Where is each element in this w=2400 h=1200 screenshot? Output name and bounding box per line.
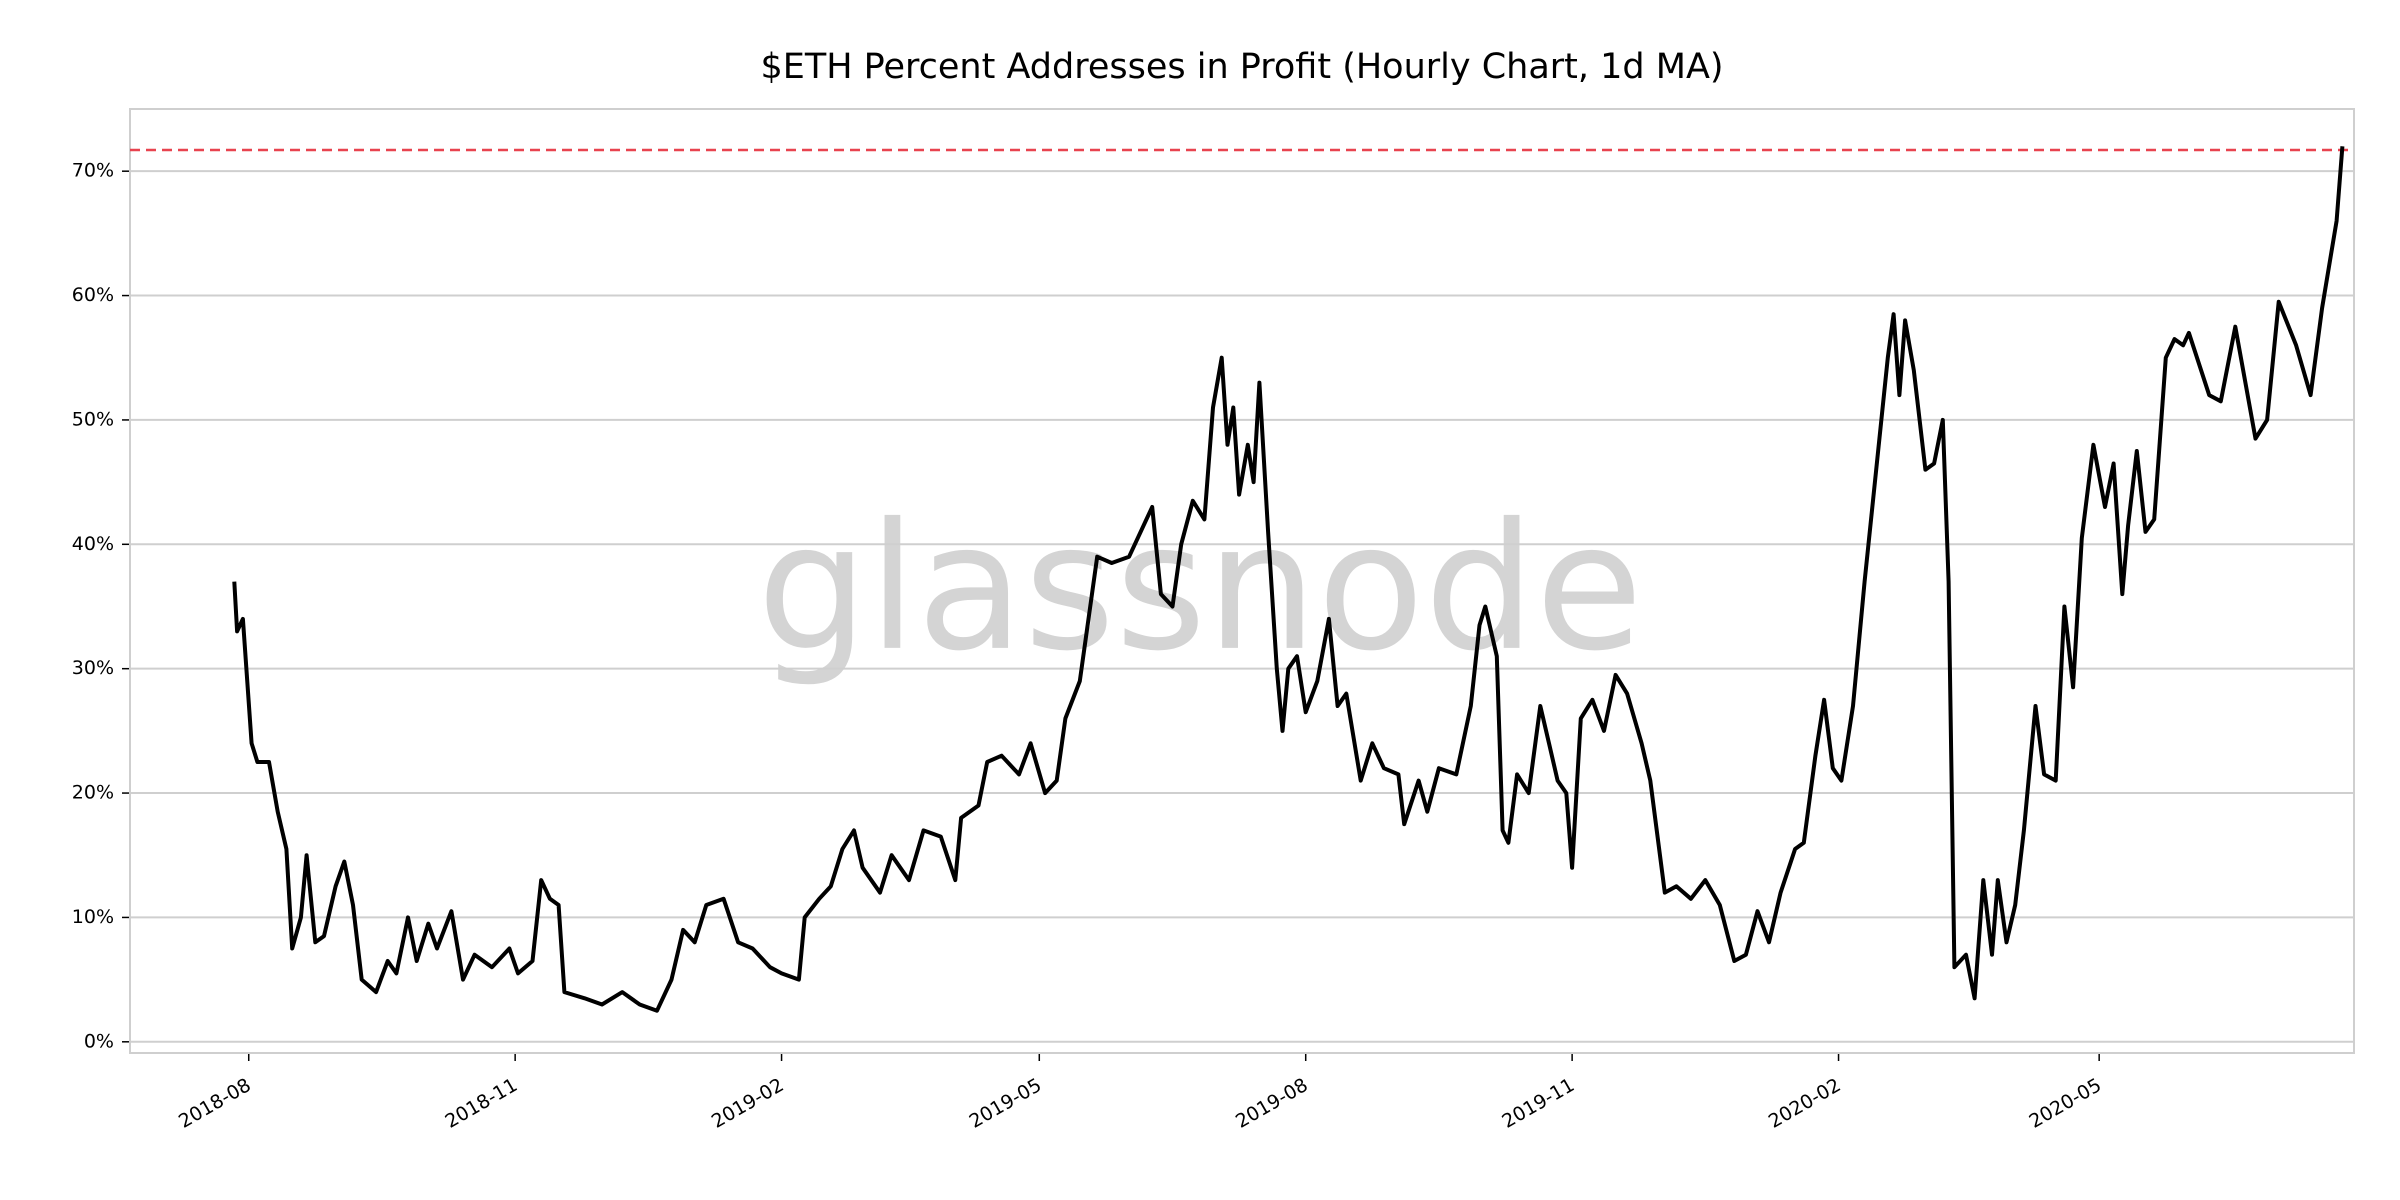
y-tick-label: 60%: [72, 284, 114, 306]
watermark: glassnode: [757, 487, 1643, 690]
y-tick-label: 0%: [84, 1030, 114, 1052]
y-tick-label: 40%: [72, 533, 114, 555]
chart-title: $ETH Percent Addresses in Profit (Hourly…: [760, 47, 1723, 87]
y-tick-label: 10%: [72, 906, 114, 928]
line: [232, 146, 2345, 1013]
y-tick-label: 50%: [72, 408, 114, 430]
plot-frame: [129, 108, 2355, 1054]
y-tick-label: 70%: [72, 160, 114, 182]
y-tick-label: 30%: [72, 657, 114, 679]
y-tick-label: 20%: [72, 782, 114, 804]
